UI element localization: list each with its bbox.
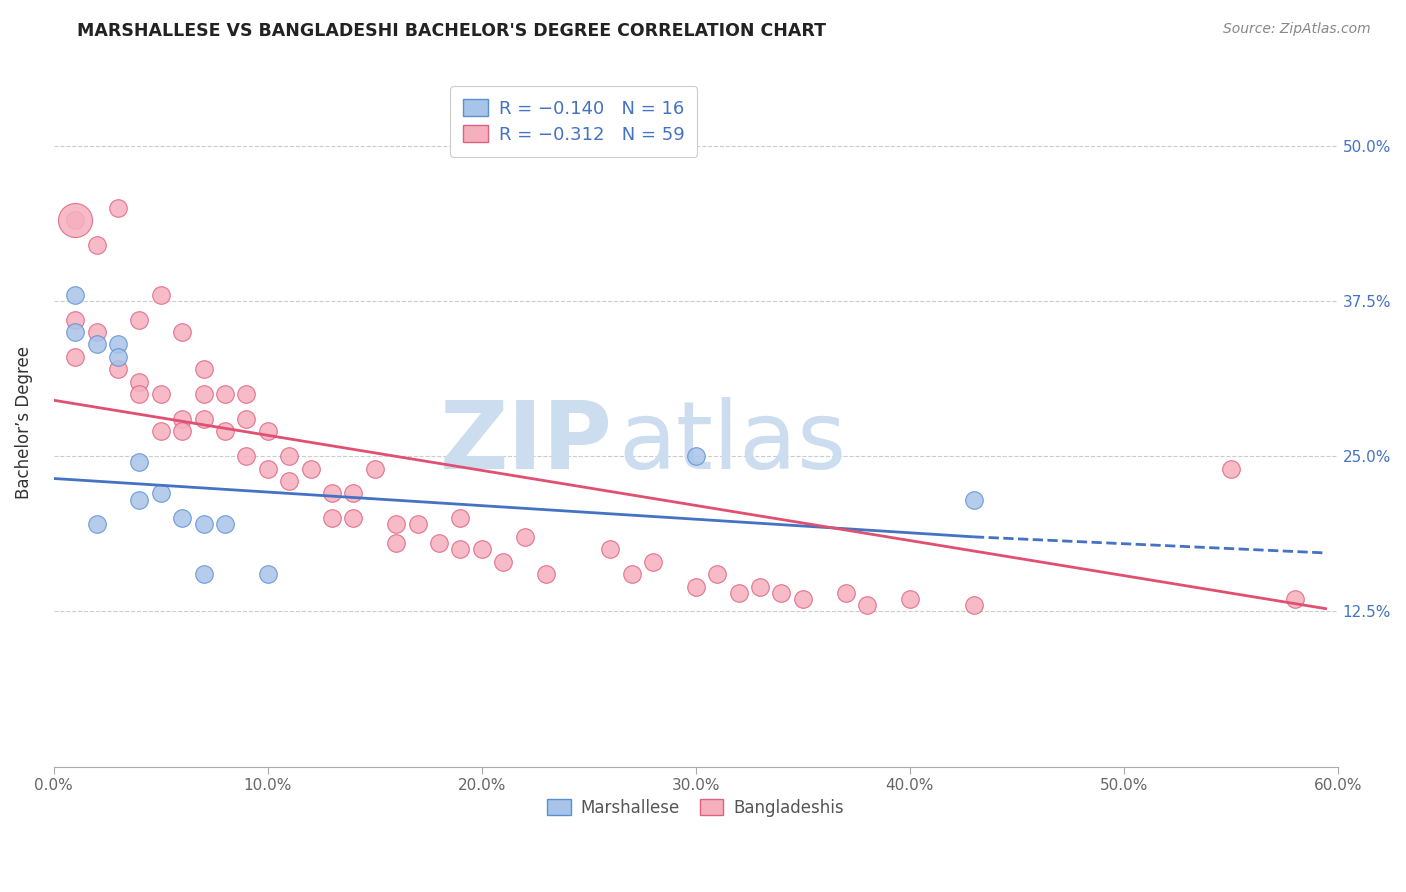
Point [299, 461, 322, 475]
Point [86, 337, 108, 351]
Point [235, 387, 257, 401]
Point [385, 517, 408, 532]
Point [727, 585, 749, 599]
Point [256, 425, 278, 439]
Point [107, 337, 129, 351]
Point [427, 536, 450, 550]
Point [256, 567, 278, 582]
Point [149, 486, 172, 500]
Point [406, 517, 429, 532]
Point [706, 567, 728, 582]
Point [1284, 591, 1306, 606]
Point [235, 449, 257, 463]
Point [685, 580, 707, 594]
Point [65, 350, 87, 364]
Point [492, 555, 515, 569]
Point [321, 486, 343, 500]
Point [214, 387, 236, 401]
Point [65, 325, 87, 339]
Point [172, 511, 194, 525]
Point [214, 425, 236, 439]
Point [128, 312, 150, 326]
Point [86, 517, 108, 532]
Point [342, 486, 364, 500]
Point [278, 474, 301, 488]
Point [65, 287, 87, 301]
Point [193, 387, 215, 401]
Text: atlas: atlas [619, 397, 846, 489]
Point [364, 461, 387, 475]
Point [193, 567, 215, 582]
Point [278, 449, 301, 463]
Point [898, 591, 921, 606]
Point [792, 591, 814, 606]
Point [193, 517, 215, 532]
Point [214, 517, 236, 532]
Point [748, 580, 770, 594]
Point [65, 312, 87, 326]
Point [172, 325, 194, 339]
Legend: Marshallese, Bangladeshis: Marshallese, Bangladeshis [541, 792, 851, 823]
Text: MARSHALLESE VS BANGLADESHI BACHELOR'S DEGREE CORRELATION CHART: MARSHALLESE VS BANGLADESHI BACHELOR'S DE… [77, 22, 827, 40]
Y-axis label: Bachelor’s Degree: Bachelor’s Degree [15, 345, 32, 499]
Point [856, 598, 879, 612]
Point [107, 201, 129, 215]
Point [620, 567, 643, 582]
Point [128, 455, 150, 469]
Point [149, 387, 172, 401]
Point [449, 542, 471, 557]
Point [128, 387, 150, 401]
Text: Source: ZipAtlas.com: Source: ZipAtlas.com [1223, 22, 1371, 37]
Point [770, 585, 793, 599]
Point [963, 492, 986, 507]
Point [641, 555, 664, 569]
Point [149, 425, 172, 439]
Point [193, 362, 215, 376]
Text: ZIP: ZIP [440, 397, 612, 489]
Point [385, 536, 408, 550]
Point [321, 511, 343, 525]
Point [149, 287, 172, 301]
Point [534, 567, 557, 582]
Point [107, 350, 129, 364]
Point [65, 213, 87, 227]
Point [128, 492, 150, 507]
Point [193, 412, 215, 426]
Point [342, 511, 364, 525]
Point [963, 598, 986, 612]
Point [1219, 461, 1241, 475]
Point [449, 511, 471, 525]
Point [471, 542, 494, 557]
Point [86, 325, 108, 339]
Point [172, 425, 194, 439]
Point [107, 362, 129, 376]
Point [65, 213, 87, 227]
Point [256, 461, 278, 475]
Point [685, 449, 707, 463]
Point [128, 375, 150, 389]
Point [834, 585, 856, 599]
Point [599, 542, 621, 557]
Point [235, 412, 257, 426]
Point [172, 412, 194, 426]
Point [513, 530, 536, 544]
Point [86, 238, 108, 252]
